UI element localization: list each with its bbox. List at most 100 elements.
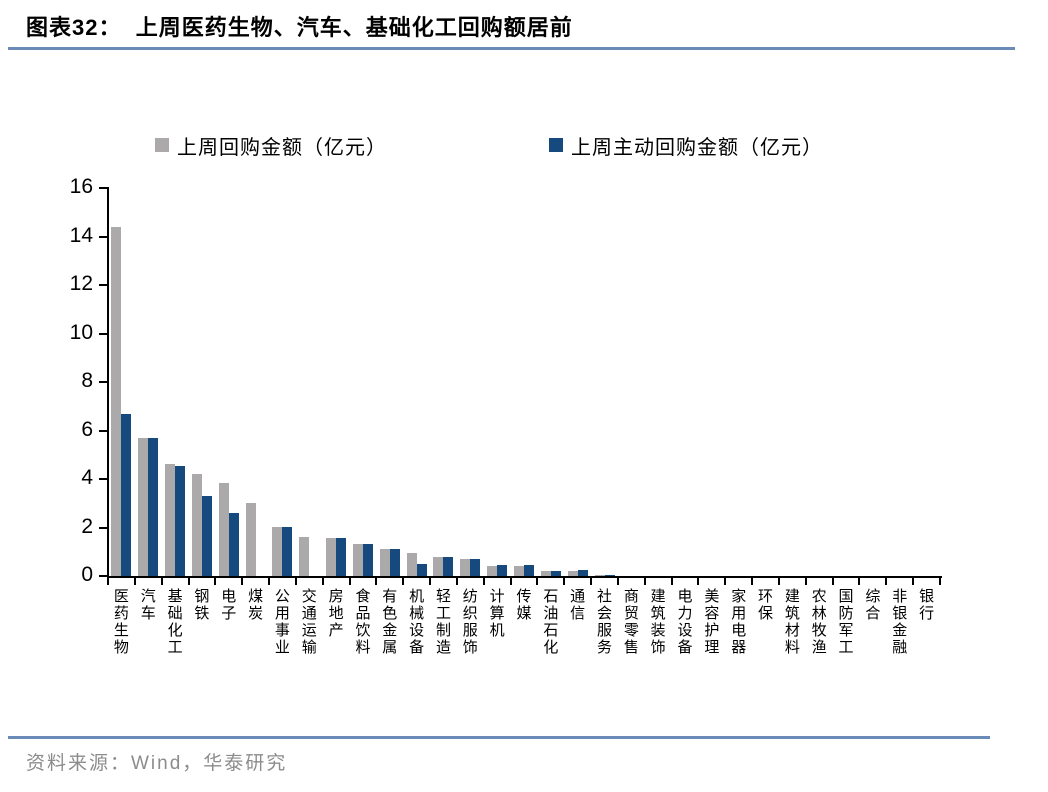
x-category-label: 电 力 设 备 — [677, 588, 693, 656]
bar-active-buyback — [228, 513, 239, 576]
x-tick — [831, 576, 834, 585]
x-category-label: 钢 铁 — [194, 588, 210, 622]
bar-total-buyback — [218, 483, 229, 576]
x-category-label: 公 用 事 业 — [274, 588, 290, 656]
x-tick — [321, 576, 324, 585]
x-category-label: 电 子 — [221, 588, 237, 622]
x-tick — [885, 576, 888, 585]
x-category-label: 有 色 金 属 — [382, 588, 398, 656]
x-category-label: 食 品 饮 料 — [355, 588, 371, 656]
x-tick — [455, 576, 458, 585]
x-category-label: 基 础 化 工 — [167, 588, 183, 656]
bar-active-buyback — [121, 414, 132, 576]
x-category-label: 综 合 — [865, 588, 881, 622]
bar-total-buyback — [138, 438, 149, 576]
bar-total-buyback — [540, 571, 551, 576]
source-note: 资料来源：Wind，华泰研究 — [26, 753, 288, 774]
x-tick — [241, 576, 244, 585]
y-tick-label: 0 — [81, 563, 93, 586]
legend-swatch-total-buyback — [155, 138, 169, 152]
y-tick-label: 10 — [69, 320, 93, 344]
bar-active-buyback — [175, 466, 186, 576]
x-category-label: 煤 炭 — [248, 588, 264, 622]
y-tick-label: 4 — [81, 466, 93, 489]
x-category-label: 银 行 — [919, 588, 935, 622]
y-tick — [99, 478, 107, 480]
figure-title: 图表32： 上周医药生物、汽车、基础化工回购额居前 — [26, 15, 573, 40]
bar-active-buyback — [550, 571, 561, 576]
bar-active-buyback — [362, 544, 373, 576]
x-tick — [429, 576, 432, 585]
y-tick-label: 6 — [81, 417, 93, 441]
bar-total-buyback — [245, 503, 256, 576]
bar-total-buyback — [514, 566, 524, 576]
bar-total-buyback — [272, 527, 283, 576]
chart-legend: 上周回购金额（亿元） 上周主动回购金额（亿元） — [0, 130, 1048, 160]
x-tick — [107, 576, 109, 585]
y-tick — [99, 429, 107, 432]
bar-total-buyback — [165, 464, 176, 576]
x-category-label: 纺 织 服 饰 — [462, 588, 478, 656]
x-category-label: 农 林 牧 渔 — [811, 588, 827, 656]
bar-active-buyback — [470, 559, 481, 576]
bar-active-buyback — [604, 575, 615, 576]
x-tick — [616, 576, 619, 585]
x-tick — [858, 576, 861, 585]
x-category-label: 建 筑 材 料 — [784, 588, 800, 656]
x-tick — [590, 576, 593, 585]
footer-rule — [8, 736, 990, 739]
legend-label-total-buyback: 上周回购金额（亿元） — [177, 136, 387, 159]
x-tick — [777, 576, 780, 585]
x-category-label: 环 保 — [758, 588, 774, 622]
x-category-label: 机 械 设 备 — [409, 588, 425, 656]
x-category-label: 通 信 — [570, 588, 586, 622]
x-category-label: 汽 车 — [140, 588, 156, 622]
title-underline — [8, 47, 1015, 50]
x-tick — [214, 576, 217, 585]
x-tick — [939, 576, 941, 585]
y-tick — [99, 332, 107, 335]
x-tick — [187, 576, 190, 585]
y-tick-label: 16 — [69, 175, 93, 198]
x-category-label: 建 筑 装 饰 — [650, 588, 666, 656]
bar-active-buyback — [443, 557, 454, 576]
x-tick — [670, 576, 673, 585]
x-tick — [268, 576, 271, 585]
x-category-label: 商 贸 零 售 — [623, 588, 639, 656]
bar-total-buyback — [406, 553, 417, 576]
bar-active-buyback — [336, 538, 347, 576]
x-tick — [751, 576, 754, 585]
y-tick — [99, 235, 107, 238]
y-tick-label: 14 — [69, 223, 93, 247]
bar-total-buyback — [487, 566, 498, 576]
bar-total-buyback — [567, 571, 578, 576]
x-tick — [536, 576, 539, 585]
x-category-label: 非 银 金 融 — [892, 588, 908, 656]
x-tick — [697, 576, 700, 585]
legend-item-total-buyback: 上周回购金额（亿元） — [155, 130, 387, 160]
bar-active-buyback — [577, 570, 588, 576]
bar-total-buyback — [111, 227, 122, 576]
bar-active-buyback — [524, 565, 534, 576]
x-tick — [375, 576, 378, 585]
bar-total-buyback — [191, 474, 202, 576]
x-tick — [294, 576, 297, 585]
bar-active-buyback — [416, 564, 427, 576]
bar-active-buyback — [389, 549, 400, 576]
bar-total-buyback — [379, 549, 390, 576]
y-tick — [99, 526, 107, 529]
x-category-label: 交 通 运 输 — [301, 588, 317, 656]
x-category-label: 社 会 服 务 — [597, 588, 613, 656]
bar-total-buyback — [352, 544, 363, 576]
x-tick — [402, 576, 405, 585]
x-tick — [912, 576, 915, 585]
y-tick — [99, 187, 107, 189]
y-tick-label: 2 — [81, 514, 93, 538]
legend-swatch-active-buyback — [549, 138, 563, 152]
bar-total-buyback — [326, 538, 337, 576]
x-tick — [482, 576, 485, 585]
x-category-label: 家 用 电 器 — [731, 588, 747, 656]
x-category-label: 房 地 产 — [328, 588, 344, 639]
